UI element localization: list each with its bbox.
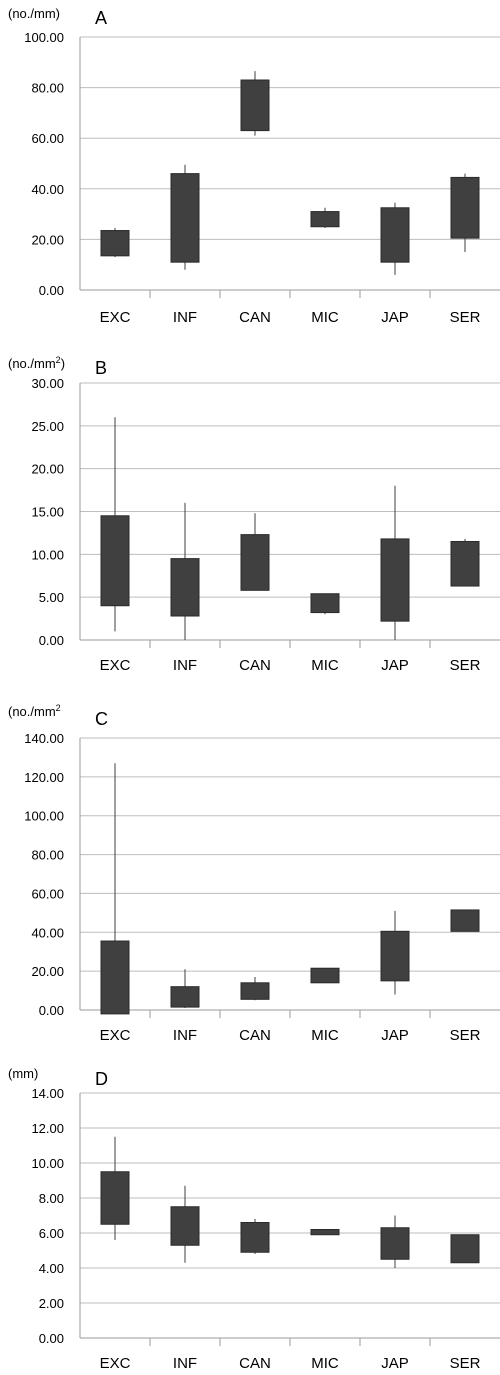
y-tick-label: 140.00 bbox=[24, 731, 64, 746]
y-tick-label: 12.00 bbox=[31, 1121, 64, 1136]
box-inf bbox=[170, 173, 200, 263]
x-tick-label: INF bbox=[173, 657, 197, 674]
box-jap bbox=[380, 538, 410, 622]
y-tick-label: 100.00 bbox=[24, 30, 64, 45]
x-tick-label: MIC bbox=[311, 657, 339, 674]
box-can bbox=[240, 1222, 270, 1253]
y-tick-label: 100.00 bbox=[24, 809, 64, 824]
box-inf bbox=[170, 558, 200, 617]
x-tick-label: INF bbox=[173, 309, 197, 326]
box-jap bbox=[380, 207, 410, 263]
x-tick-label: CAN bbox=[239, 657, 271, 674]
x-tick-label: CAN bbox=[239, 309, 271, 326]
box-exc bbox=[100, 1171, 130, 1225]
y-tick-label: 6.00 bbox=[39, 1226, 64, 1241]
y-tick-label: 10.00 bbox=[31, 1156, 64, 1171]
y-tick-label: 120.00 bbox=[24, 770, 64, 785]
panel-letter: C bbox=[95, 709, 108, 729]
x-tick-label: MIC bbox=[311, 1355, 339, 1372]
x-tick-label: JAP bbox=[381, 1355, 409, 1372]
y-tick-label: 20.00 bbox=[31, 964, 64, 979]
box-exc bbox=[100, 940, 130, 1015]
x-tick-label: MIC bbox=[311, 1027, 339, 1044]
chart-panel-d: 0.00 2.00 4.00 6.00 8.00 10.00 12.00 14.00 EXC IN… bbox=[8, 1066, 500, 1372]
x-tick-label: EXC bbox=[100, 1355, 131, 1372]
box-mic bbox=[310, 967, 340, 984]
box-jap bbox=[380, 1227, 410, 1260]
x-tick-label: CAN bbox=[239, 1355, 271, 1372]
x-tick-label: EXC bbox=[100, 1027, 131, 1044]
y-tick-label: 15.00 bbox=[31, 505, 64, 520]
x-tick-label: EXC bbox=[100, 309, 131, 326]
y-unit-label: (no./mm) bbox=[8, 6, 60, 21]
y-tick-label: 4.00 bbox=[39, 1261, 64, 1276]
y-tick-label: 60.00 bbox=[31, 131, 64, 146]
y-tick-label: 80.00 bbox=[31, 81, 64, 96]
y-unit-label: (mm) bbox=[8, 1066, 38, 1081]
y-tick-label: 0.00 bbox=[39, 633, 64, 648]
x-tick-label: JAP bbox=[381, 1027, 409, 1044]
box-mic bbox=[310, 593, 340, 614]
y-tick-label: 2.00 bbox=[39, 1296, 64, 1311]
box-ser bbox=[450, 1234, 480, 1264]
box-exc bbox=[100, 230, 130, 257]
x-tick-label: MIC bbox=[311, 309, 339, 326]
box-mic bbox=[310, 211, 340, 228]
y-unit-label: (no./mm2 bbox=[8, 703, 61, 719]
x-tick-label: INF bbox=[173, 1355, 197, 1372]
x-tick-label: CAN bbox=[239, 1027, 271, 1044]
panel-letter: D bbox=[95, 1069, 108, 1089]
chart-panel-b: 0.00 5.00 10.00 15.00 20.00 25.00 30.00 EXC INF C… bbox=[8, 355, 500, 674]
box-can bbox=[240, 79, 270, 132]
y-tick-label: 20.00 bbox=[31, 462, 64, 477]
y-tick-label: 80.00 bbox=[31, 848, 64, 863]
box-exc bbox=[100, 515, 130, 607]
box-ser bbox=[450, 176, 480, 239]
x-tick-label: SER bbox=[450, 657, 481, 674]
y-tick-label: 0.00 bbox=[39, 1331, 64, 1346]
box-ser bbox=[450, 909, 480, 932]
y-tick-label: 5.00 bbox=[39, 590, 64, 605]
y-unit-label: (no./mm2) bbox=[8, 355, 65, 371]
y-tick-label: 40.00 bbox=[31, 925, 64, 940]
y-tick-label: 40.00 bbox=[31, 182, 64, 197]
y-tick-label: 60.00 bbox=[31, 886, 64, 901]
y-tick-label: 0.00 bbox=[39, 1003, 64, 1018]
panel-letter: B bbox=[95, 358, 107, 378]
box-inf bbox=[170, 986, 200, 1008]
y-tick-label: 14.00 bbox=[31, 1086, 64, 1101]
box-jap bbox=[380, 930, 410, 982]
x-tick-label: SER bbox=[450, 1355, 481, 1372]
y-tick-label: 8.00 bbox=[39, 1191, 64, 1206]
y-tick-label: 10.00 bbox=[31, 547, 64, 562]
x-tick-label: JAP bbox=[381, 309, 409, 326]
y-tick-label: 25.00 bbox=[31, 419, 64, 434]
y-tick-label: 30.00 bbox=[31, 376, 64, 391]
y-tick-label: 20.00 bbox=[31, 232, 64, 247]
chart-panel-a: 0.00 20.00 40.00 60.00 80.00 100.00 EXC INF CAN M… bbox=[8, 6, 500, 326]
box-can bbox=[240, 982, 270, 1000]
chart-panel-c: 0.00 20.00 40.00 60.00 80.00 100.00 120.00 140.… bbox=[8, 703, 500, 1044]
y-tick-label: 0.00 bbox=[39, 283, 64, 298]
x-tick-label: INF bbox=[173, 1027, 197, 1044]
x-tick-label: EXC bbox=[100, 657, 131, 674]
panel-letter: A bbox=[95, 8, 107, 28]
x-tick-label: JAP bbox=[381, 657, 409, 674]
box-mic bbox=[310, 1229, 340, 1236]
box-can bbox=[240, 534, 270, 591]
x-tick-label: SER bbox=[450, 309, 481, 326]
box-inf bbox=[170, 1206, 200, 1246]
x-tick-label: SER bbox=[450, 1027, 481, 1044]
box-ser bbox=[450, 540, 480, 587]
